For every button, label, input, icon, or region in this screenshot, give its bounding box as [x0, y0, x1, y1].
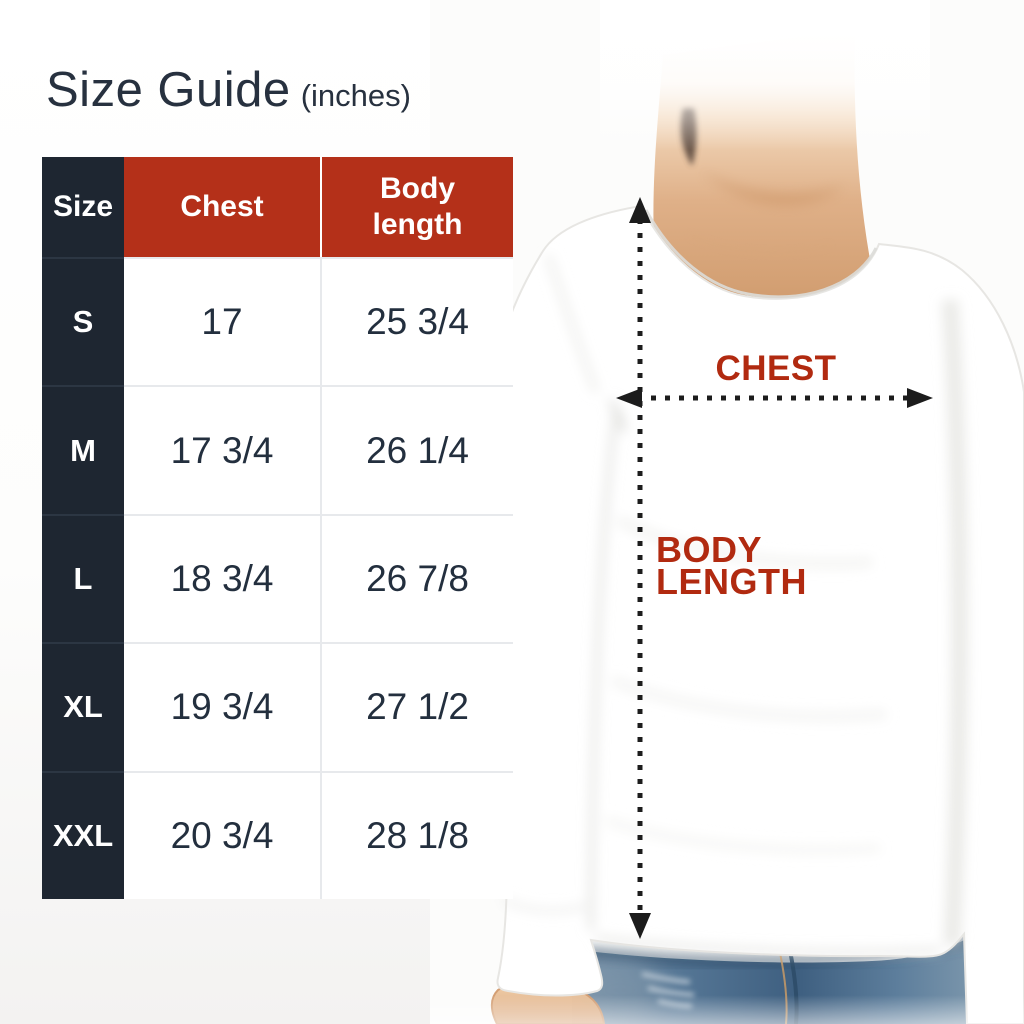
page-title-text: Size Guide: [46, 63, 291, 117]
size-cell-xl: XL: [42, 642, 124, 771]
size-cell-l: L: [42, 513, 124, 643]
body-length-cell-s: 25 3/4: [320, 257, 513, 386]
body-length-arrow: [629, 197, 651, 939]
body-length-cell-l: 26 7/8: [320, 513, 513, 643]
header-cell-size: Size: [42, 157, 124, 257]
size-cell-m: M: [42, 385, 124, 514]
header-cell-body-length: Body length: [320, 157, 513, 257]
size-table: Size Chest Body length S 17 25 3/4 M 17 …: [42, 157, 513, 899]
body-length-cell-xl: 27 1/2: [320, 642, 513, 771]
arrowhead-up-icon: [629, 197, 651, 223]
chest-cell-xxl: 20 3/4: [124, 770, 320, 899]
chest-cell-s: 17: [124, 257, 320, 386]
page-title: Size Guide (inches): [46, 62, 411, 118]
body-length-cell-m: 26 1/4: [320, 385, 513, 514]
chest-cell-l: 18 3/4: [124, 513, 320, 643]
chest-arrow: [616, 388, 933, 408]
arrowhead-left-icon: [616, 388, 642, 408]
size-cell-xxl: XXL: [42, 770, 124, 899]
header-cell-body-length-text: Body length: [372, 172, 463, 241]
page-title-unit: (inches): [300, 78, 411, 113]
tshirt-collar: [644, 209, 878, 299]
arrowhead-right-icon: [907, 388, 933, 408]
model-neck: [600, 0, 930, 316]
chest-measure-label: CHEST: [715, 349, 837, 388]
chest-cell-xl: 19 3/4: [124, 642, 320, 771]
chest-cell-m: 17 3/4: [124, 385, 320, 514]
body-length-cell-xxl: 28 1/8: [320, 770, 513, 899]
body-length-measure-label: BODY LENGTH: [656, 529, 807, 602]
arrowhead-down-icon: [629, 913, 651, 939]
tshirt-shading: [501, 253, 968, 955]
header-cell-chest: Chest: [124, 157, 320, 257]
size-cell-s: S: [42, 257, 124, 386]
tshirt: [486, 204, 1024, 1024]
